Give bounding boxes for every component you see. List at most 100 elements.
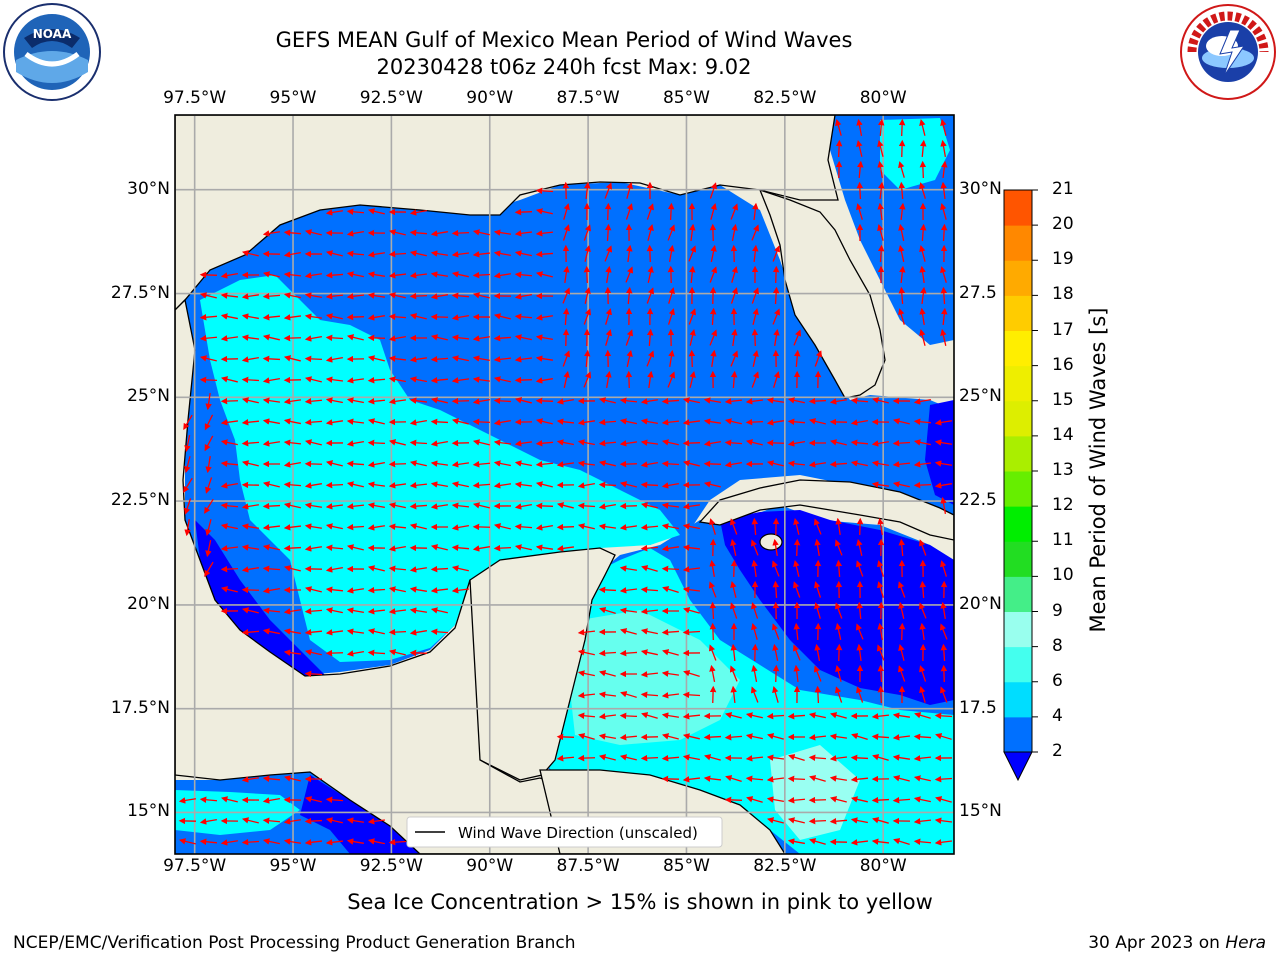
wind-arrow	[746, 796, 763, 803]
wind-arrow	[346, 481, 364, 488]
wind-arrow	[472, 523, 491, 531]
wind-arrow	[430, 230, 448, 237]
wind-arrow	[583, 265, 591, 284]
wind-arrow	[325, 566, 343, 573]
wind-arrow	[199, 335, 218, 342]
wind-arrow	[850, 776, 869, 783]
wind-arrow	[472, 355, 490, 362]
wind-arrow	[178, 797, 197, 804]
wind-arrow	[619, 418, 637, 425]
wind-arrow	[577, 482, 595, 489]
wind-arrow	[750, 539, 759, 556]
colorbar-tick-label: 17	[1052, 319, 1074, 340]
wind-arrow	[409, 209, 427, 216]
wind-arrow	[325, 460, 343, 467]
wind-arrow	[388, 460, 407, 468]
wind-arrow	[472, 229, 490, 236]
wind-arrow	[683, 607, 700, 614]
colorbar-segment	[1004, 506, 1032, 542]
wind-arrow	[892, 754, 911, 761]
lat-tick-label-right: 30°N	[959, 178, 1002, 199]
colorbar-segment	[1004, 646, 1032, 683]
wind-arrow	[304, 545, 323, 552]
sea-ice-caption: Sea Ice Concentration > 15% is shown in …	[347, 890, 933, 914]
wind-arrow	[241, 293, 260, 300]
wind-arrow	[787, 418, 806, 426]
wind-arrow	[640, 439, 659, 446]
wind-arrow	[913, 439, 931, 446]
wind-arrow	[409, 376, 427, 383]
wind-arrow	[604, 182, 613, 199]
wind-arrow	[451, 229, 470, 237]
wind-arrow	[935, 733, 952, 740]
wind-arrow	[661, 545, 680, 552]
lat-tick-label-left: 27.5°N	[110, 282, 170, 303]
wind-arrow	[898, 601, 905, 619]
wind-arrow	[640, 544, 659, 552]
wind-arrow	[709, 601, 717, 620]
wind-arrow	[241, 607, 259, 614]
wind-arrow	[814, 643, 821, 661]
wind-arrow	[346, 334, 364, 341]
lat-tick-label-left: 22.5°N	[110, 490, 170, 511]
wind-arrow	[388, 439, 406, 446]
wind-arrow	[262, 502, 281, 510]
wind-arrow	[814, 581, 822, 598]
wind-arrow	[535, 250, 554, 258]
wind-arrow	[598, 460, 616, 467]
wind-arrow	[605, 265, 612, 283]
wind-arrow	[619, 440, 638, 447]
wind-arrow	[367, 439, 386, 447]
colorbar-tick-label: 13	[1052, 460, 1074, 480]
wind-arrow	[199, 292, 217, 299]
colorbar-tick-label: 10	[1052, 565, 1074, 586]
wind-arrow	[646, 203, 654, 220]
wind-arrow	[724, 439, 743, 447]
wind-arrow	[688, 308, 697, 325]
wind-arrow	[451, 314, 469, 321]
wind-arrow	[262, 418, 280, 425]
wind-arrow	[913, 733, 932, 741]
wind-arrow	[346, 250, 365, 257]
wind-arrow	[388, 292, 406, 299]
wind-arrow	[766, 439, 785, 447]
wind-arrow	[367, 334, 386, 342]
wind-arrow	[388, 482, 407, 489]
wind-arrow	[725, 775, 742, 782]
wind-arrow	[808, 397, 827, 405]
wind-arrow	[850, 460, 868, 467]
wind-arrow	[184, 518, 191, 537]
wind-arrow	[493, 439, 512, 446]
wind-arrow	[730, 559, 738, 578]
wind-arrow	[204, 561, 214, 577]
wind-arrow	[792, 581, 801, 598]
wind-arrow	[598, 754, 616, 761]
wind-arrow	[262, 397, 281, 404]
wind-arrow	[787, 397, 805, 404]
wind-arrow	[877, 685, 885, 704]
wind-arrow	[283, 838, 301, 845]
wind-arrow	[325, 796, 344, 804]
footer-date: 30 Apr 2023 on Hera	[1088, 933, 1266, 953]
wind-arrow	[899, 265, 906, 284]
wind-arrow	[619, 524, 638, 531]
wind-arrow	[367, 208, 385, 215]
wind-arrow	[346, 397, 364, 404]
wind-arrow	[262, 817, 281, 824]
wind-arrow	[220, 376, 238, 383]
wind-arrow	[388, 608, 407, 615]
wind-arrow	[262, 838, 280, 845]
wind-arrow	[430, 355, 449, 363]
wind-arrow	[184, 435, 191, 453]
wind-arrow	[584, 286, 591, 304]
wind-arrow	[919, 665, 927, 682]
wind-arrow	[829, 439, 847, 446]
wind-arrow	[283, 292, 301, 299]
wind-arrow	[935, 796, 952, 803]
wind-arrow	[752, 244, 759, 263]
lon-tick-label-top: 97.5°W	[163, 88, 227, 108]
wind-arrow	[605, 329, 612, 346]
wind-arrow	[514, 334, 532, 341]
wind-arrow	[682, 754, 700, 761]
wind-arrow	[708, 644, 717, 661]
